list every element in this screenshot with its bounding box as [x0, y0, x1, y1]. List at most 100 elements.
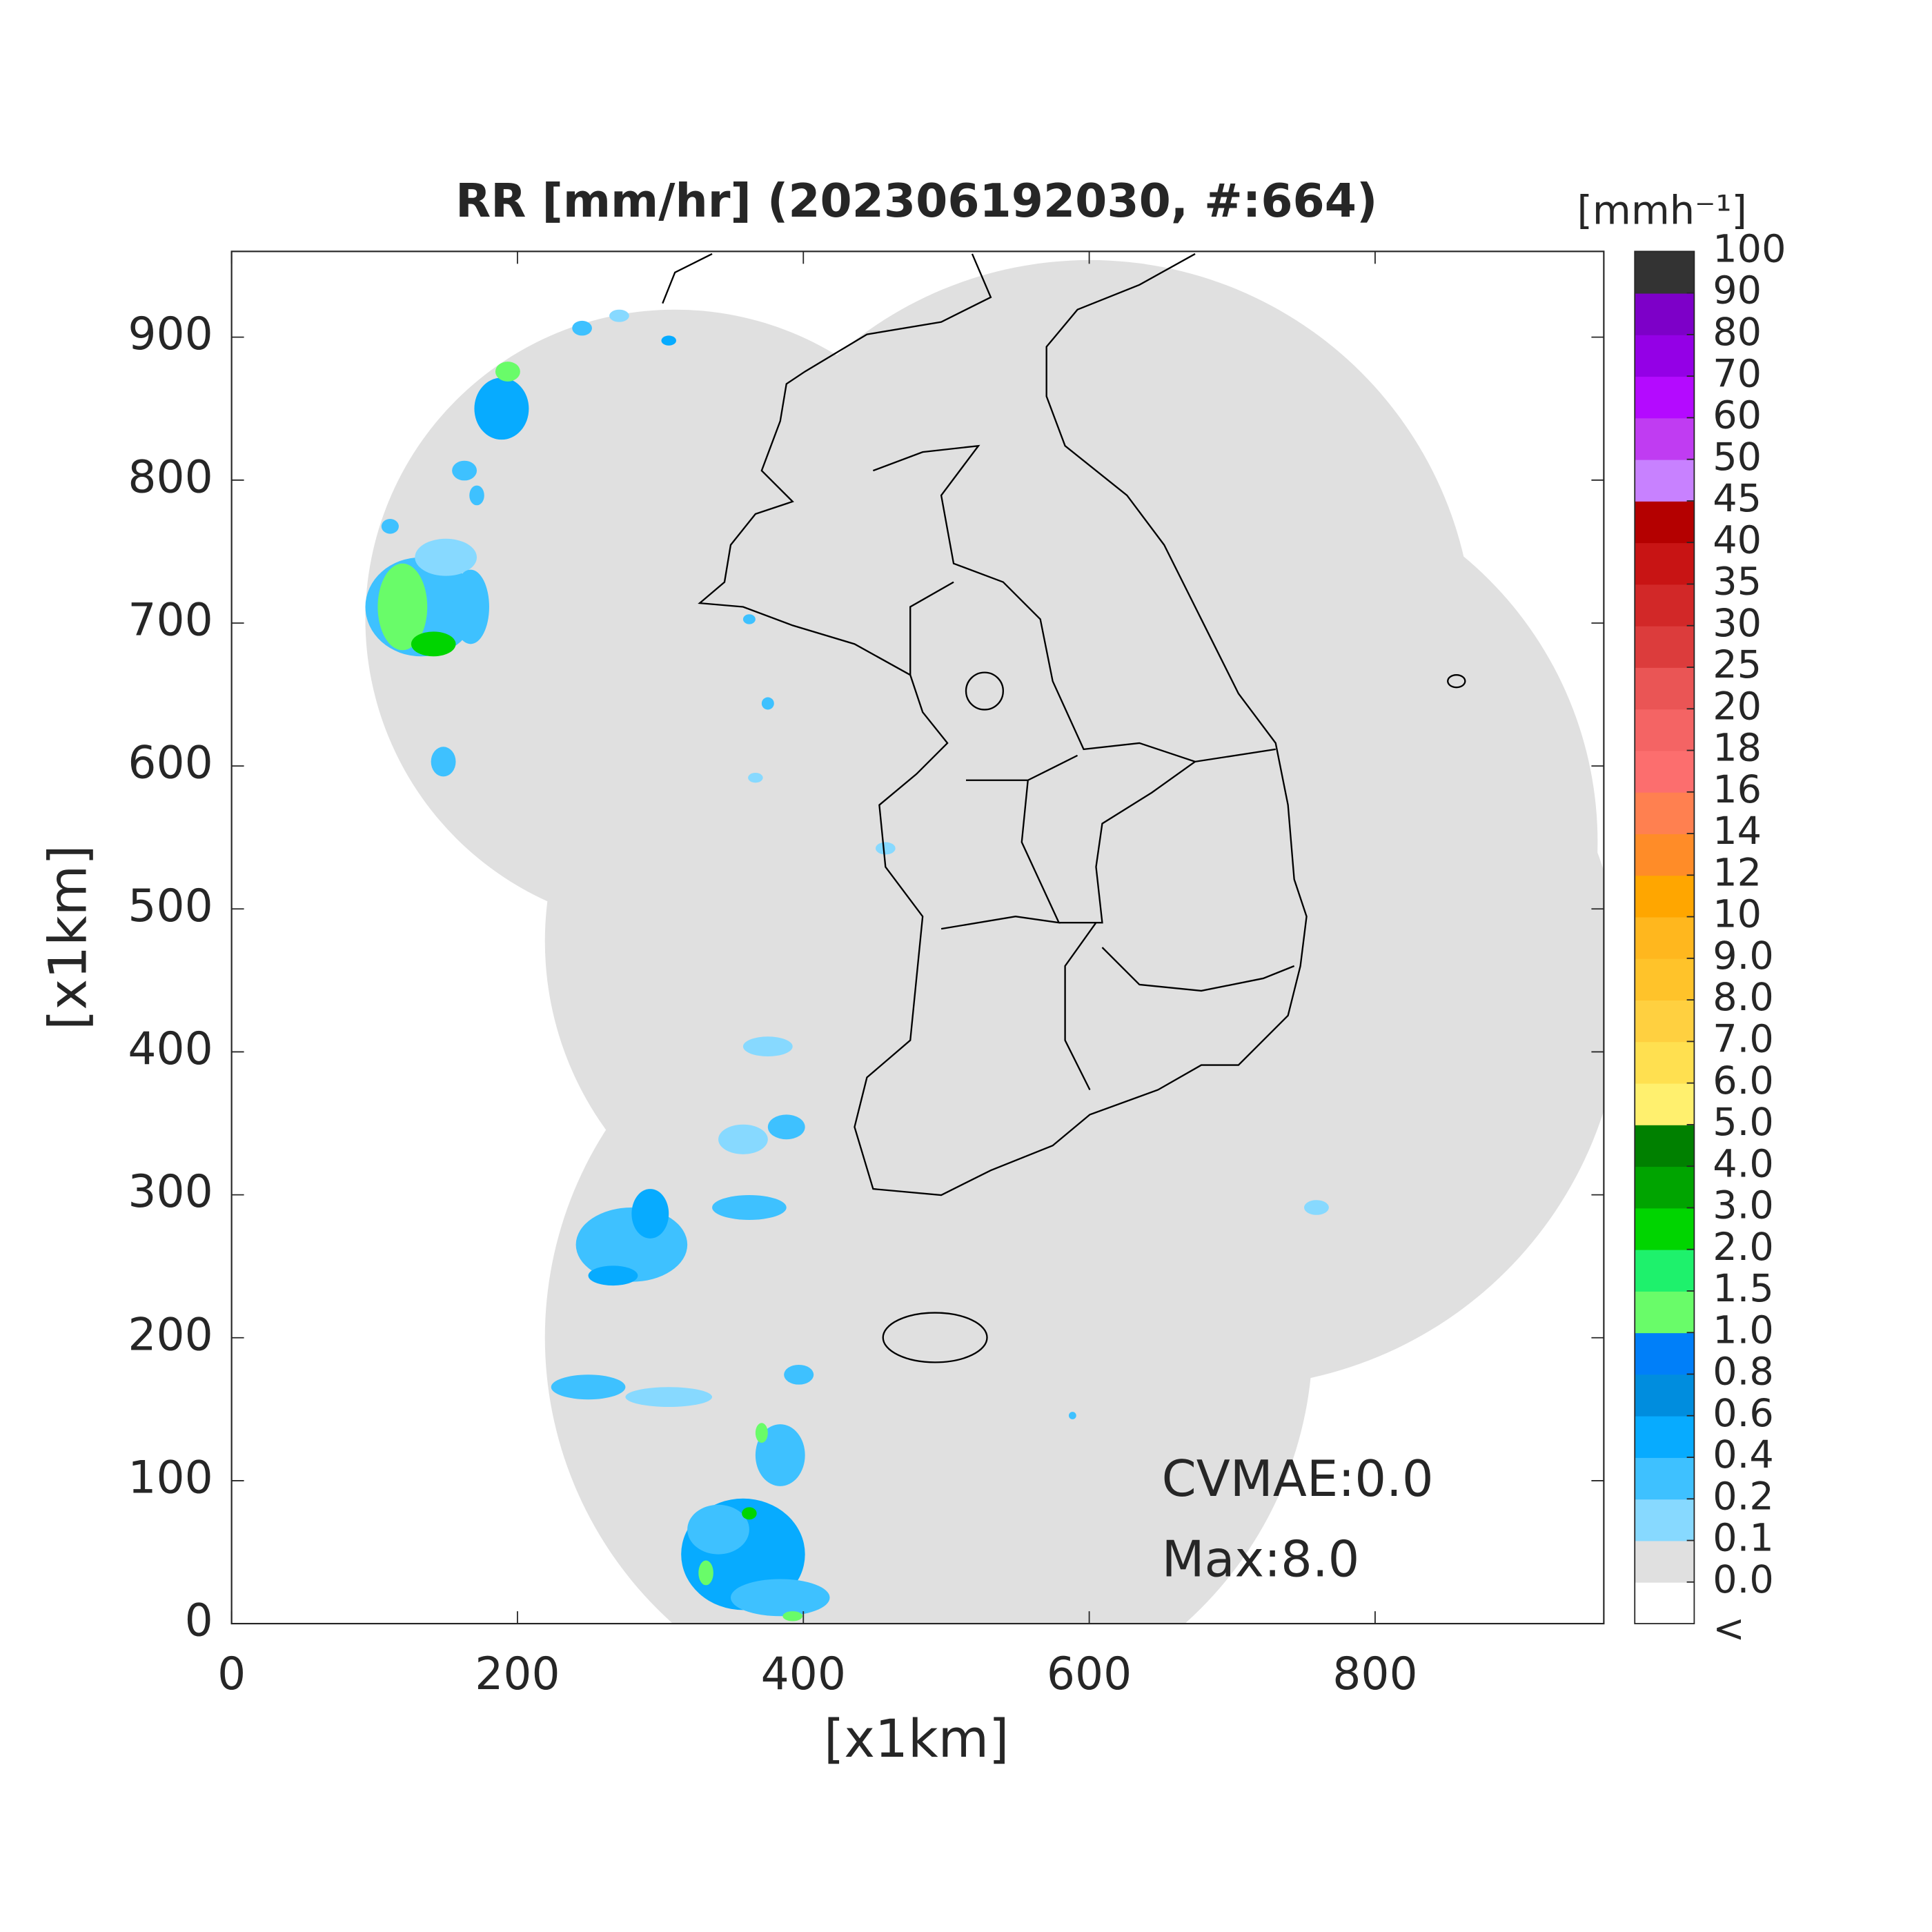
colorbar-bin [1635, 1540, 1695, 1583]
colorbar-tick-label: 1.5 [1713, 1266, 1773, 1311]
rain-echo [474, 377, 529, 440]
colorbar-bin [1635, 500, 1695, 544]
border-line [909, 581, 1295, 1091]
colorbar-tick-label: 1.0 [1713, 1308, 1773, 1352]
colorbar-tick-label: 25 [1713, 642, 1762, 687]
plot-frame [230, 250, 1605, 1625]
rain-echo [588, 1265, 638, 1286]
map-area [365, 253, 1604, 1624]
colorbar-bin [1635, 958, 1695, 1001]
colorbar-tick-label: 2.0 [1713, 1225, 1773, 1270]
colorbar-tick-label: 50 [1713, 435, 1762, 480]
rain-echo [748, 773, 763, 783]
rain-echo [495, 362, 520, 382]
colorbar-bin [1635, 1041, 1695, 1084]
colorbar-tick-label: 0.2 [1713, 1474, 1773, 1519]
colorbar-bin [1635, 1208, 1695, 1250]
y-tick-label: 0 [185, 1595, 213, 1647]
rain-echo [452, 460, 477, 481]
colorbar-bin [1635, 1124, 1695, 1167]
colorbar-tick-label: 0.1 [1713, 1516, 1773, 1561]
rain-echo [411, 631, 456, 657]
rain-echo [718, 1124, 768, 1154]
colorbar-tick-label: 9.0 [1713, 934, 1773, 978]
colorbar-tick-label: 10 [1713, 892, 1762, 937]
colorbar-bin [1635, 834, 1695, 876]
colorbar-tick-label: 90 [1713, 268, 1762, 313]
annotation: Max:8.0 [1162, 1530, 1360, 1588]
colorbar-bin [1635, 1290, 1695, 1334]
colorbar-tick-label: 0.0 [1713, 1557, 1773, 1602]
rain-echo [755, 1423, 768, 1443]
colorbar-tick-label: 0.6 [1713, 1391, 1773, 1436]
x-tick-label: 400 [761, 1648, 846, 1700]
seoul-boundary [965, 671, 1005, 711]
colorbar-tick-label: 18 [1713, 726, 1762, 771]
rain-echo [1068, 1412, 1076, 1419]
rain-echo [1304, 1200, 1329, 1215]
rain-echo [784, 1364, 814, 1385]
border-line [872, 444, 1276, 763]
colorbar-bin [1635, 1499, 1695, 1541]
colorbar-tick-label: 4.0 [1713, 1141, 1773, 1186]
rain-echo [381, 519, 399, 534]
colorbar-tick-label: 6.0 [1713, 1058, 1773, 1103]
x-tick-label: 200 [475, 1648, 560, 1700]
annotation: CVMAE:0.0 [1162, 1450, 1434, 1508]
colorbar-bin [1635, 791, 1695, 834]
island [882, 1312, 988, 1363]
colorbar-frame [1634, 250, 1695, 1624]
colorbar-tick-label: 40 [1713, 518, 1762, 562]
colorbar-bin [1635, 584, 1695, 627]
rain-echo [661, 335, 676, 346]
colorbar-bin [1635, 1415, 1695, 1458]
colorbar-tick-label: 45 [1713, 476, 1762, 521]
colorbar-bin [1635, 542, 1695, 585]
rain-echo [377, 563, 428, 651]
rain-echo [875, 842, 896, 855]
colorbar-bin [1635, 875, 1695, 918]
rain-echo [782, 1611, 803, 1621]
rain-echo [452, 569, 489, 644]
colorbar-tick-label: 30 [1713, 601, 1762, 646]
colorbar-bin [1635, 1166, 1695, 1209]
x-tick-label: 600 [1047, 1648, 1132, 1700]
x-tick-label: 800 [1332, 1648, 1417, 1700]
y-tick-label: 100 [128, 1452, 213, 1504]
y-tick-label: 900 [128, 308, 213, 360]
colorbar-tick-label: 5.0 [1713, 1100, 1773, 1145]
coastline [698, 253, 1308, 1196]
colorbar-tick-label: 3.0 [1713, 1183, 1773, 1228]
rain-echo [761, 697, 774, 710]
colorbar-bin [1635, 709, 1695, 751]
rain-echo [687, 1504, 749, 1555]
colorbar-bin [1635, 417, 1695, 460]
colorbar-tick-label: 7.0 [1713, 1017, 1773, 1062]
y-tick-label: 700 [128, 595, 213, 647]
colorbar-tick-label: 70 [1713, 351, 1762, 396]
rain-echo [431, 747, 456, 777]
colorbar-tick-label: 0.4 [1713, 1432, 1773, 1477]
rain-echo [609, 309, 629, 322]
rain-echo [572, 320, 592, 336]
radar-coverage [365, 259, 1604, 1624]
rain-echo [415, 538, 477, 576]
colorbar-bin [1635, 459, 1695, 502]
x-tick-label: 0 [217, 1648, 246, 1700]
rain-echo [698, 1560, 713, 1586]
colorbar-tick-label: 0.8 [1713, 1350, 1773, 1394]
colorbar-bin [1635, 251, 1695, 294]
island [1447, 674, 1466, 689]
colorbar-bin [1635, 1083, 1695, 1125]
colorbar-bin [1635, 667, 1695, 710]
border-line [662, 253, 713, 304]
colorbar-bin [1635, 1332, 1695, 1375]
colorbar-bin [1635, 750, 1695, 793]
y-tick-label: 500 [128, 880, 213, 932]
colorbar-bin [1635, 1000, 1695, 1043]
rain-echo [712, 1195, 787, 1220]
y-tick-label: 600 [128, 738, 213, 789]
colorbar-tick-label: 8.0 [1713, 975, 1773, 1020]
